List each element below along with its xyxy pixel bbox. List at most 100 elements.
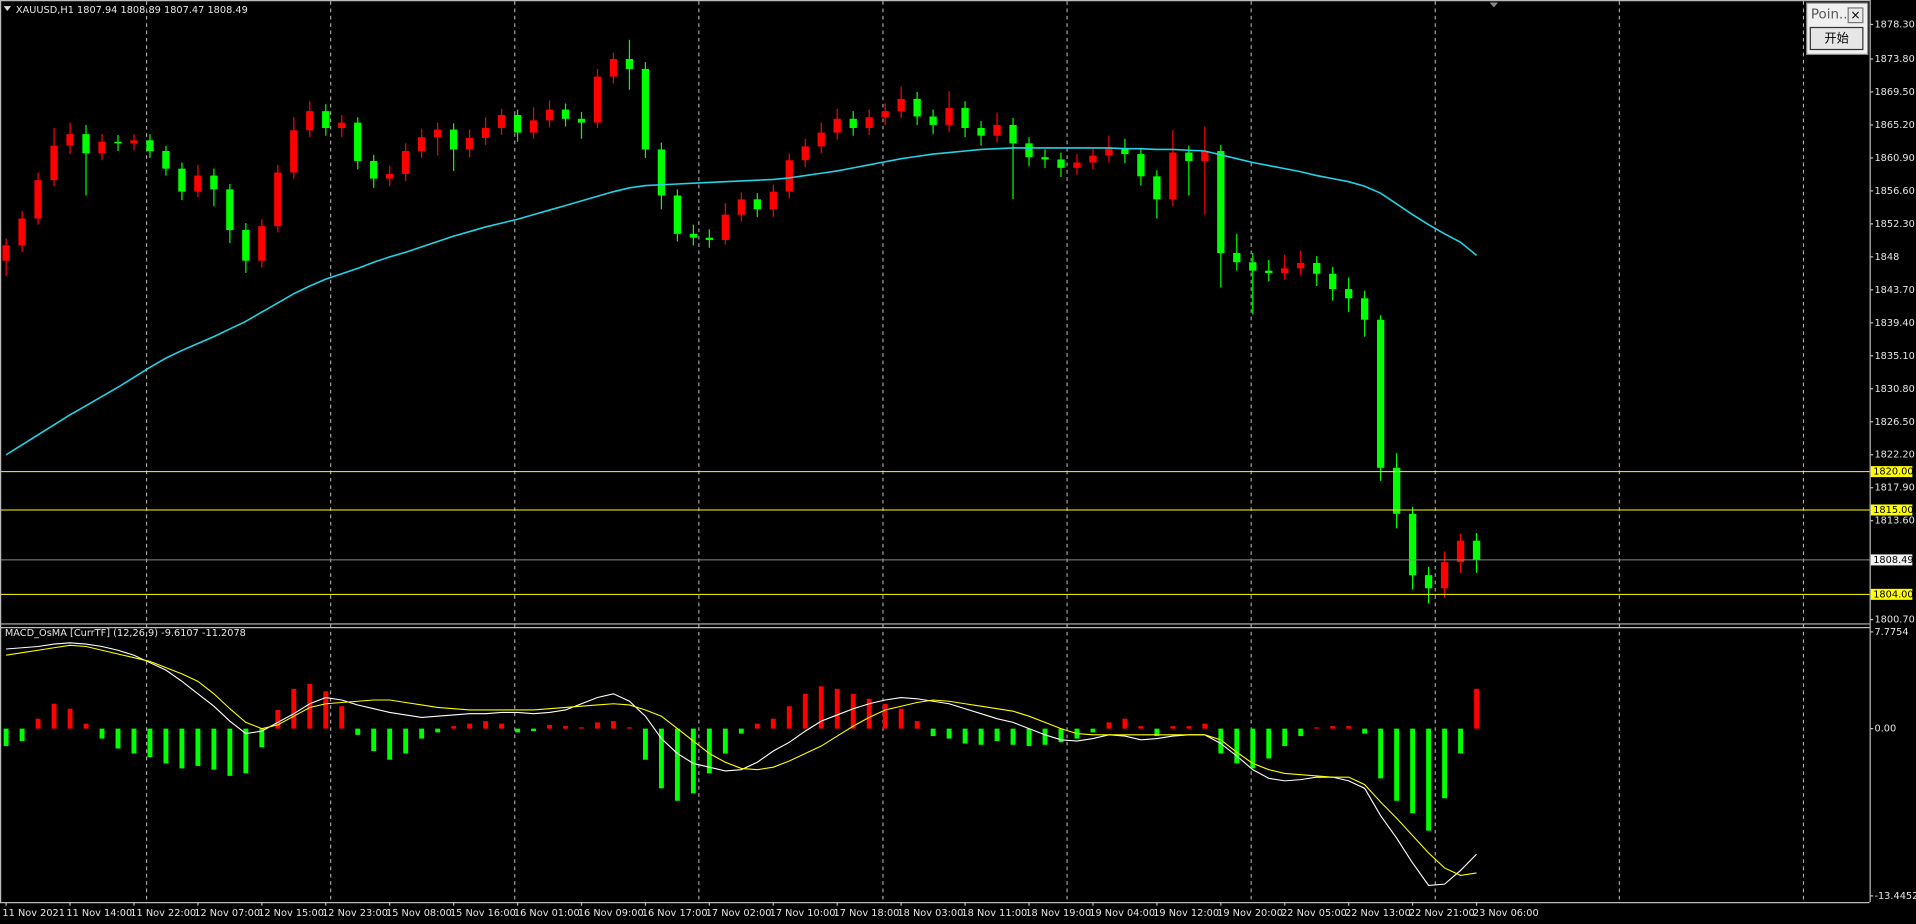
candle-body: [961, 108, 969, 129]
start-button[interactable]: [1809, 26, 1864, 51]
y-tick-label: 1839.40: [1874, 318, 1914, 329]
candle-body: [1392, 467, 1401, 514]
histogram-bar: [1282, 728, 1288, 747]
x-tick-label: 15 Nov 08:00: [386, 908, 452, 919]
histogram-bar: [627, 727, 632, 729]
candle-body: [50, 145, 58, 181]
x-tick-label: 16 Nov 01:00: [514, 908, 580, 919]
histogram-bar: [1362, 728, 1368, 734]
candle-body: [1201, 151, 1209, 161]
histogram-bar: [738, 728, 744, 734]
histogram-bar: [499, 723, 505, 729]
candle-body: [1345, 289, 1353, 299]
histogram-bar: [1234, 728, 1240, 764]
candle-body: [1185, 152, 1193, 161]
histogram-bar: [1346, 726, 1352, 729]
candle-body: [338, 122, 346, 129]
candle-body: [306, 111, 314, 131]
y-tick-label: 1848: [1874, 252, 1899, 263]
histogram-bar: [866, 698, 872, 729]
bid-label: 1808.49: [1873, 555, 1913, 566]
histogram-bar: [1010, 728, 1016, 745]
candle-body: [1408, 513, 1417, 576]
histogram-bar: [227, 728, 233, 776]
x-tick-label: 12 Nov 23:00: [322, 908, 388, 919]
candle-body: [1281, 268, 1289, 273]
y-tick-label: 1873.80: [1874, 54, 1914, 65]
title-arrow: [3, 6, 11, 11]
indicator-line: [6, 644, 1477, 876]
candle-body: [258, 226, 266, 261]
histogram-bar: [754, 723, 760, 729]
bid-label-box: [1870, 554, 1913, 566]
candle-body: [1105, 147, 1113, 156]
histogram-bar: [211, 728, 217, 770]
candle-body: [769, 191, 777, 210]
x-tick-label: 22 Nov 05:00: [1281, 908, 1347, 919]
candle-body: [18, 218, 26, 246]
candle-body: [66, 134, 74, 146]
histogram-bar: [722, 728, 728, 754]
histogram-bar: [1218, 728, 1224, 754]
histogram-bar: [243, 728, 249, 774]
moving-average: [5, 147, 1478, 456]
window-title: Poin...: [1811, 8, 1852, 23]
candle-body: [1313, 262, 1321, 274]
histogram-bar: [1106, 722, 1112, 729]
candle-body: [114, 141, 122, 144]
histogram-bar: [1090, 728, 1096, 733]
candle-body: [753, 199, 761, 210]
candle-body: [98, 141, 106, 154]
histogram-bar: [770, 718, 776, 729]
histogram-bar: [131, 728, 137, 754]
candle-body: [1456, 540, 1465, 563]
histogram-bar: [483, 721, 489, 729]
start-button-label[interactable]: 开始: [1824, 32, 1848, 46]
histogram-bar: [547, 724, 552, 729]
y-tick-label: 1852.30: [1874, 219, 1914, 230]
candle-body: [1057, 159, 1065, 168]
histogram-bar: [1378, 728, 1384, 779]
x-tick-label: 12 Nov 07:00: [194, 908, 260, 919]
histogram-bar: [579, 727, 584, 729]
candle-body: [945, 108, 953, 125]
indicator-panel: [3, 642, 1479, 886]
level-label: 1804.00: [1873, 589, 1913, 600]
histogram-bar: [674, 728, 680, 801]
y-tick-label: 7.7754: [1874, 627, 1908, 638]
candle-body: [545, 109, 554, 121]
y-tick-label: 1826.50: [1874, 417, 1914, 428]
candle-body: [929, 116, 937, 125]
histogram-bar: [1138, 726, 1144, 729]
x-tick-label: 18 Nov 11:00: [961, 908, 1027, 919]
y-tick-label: 1813.60: [1874, 516, 1914, 527]
candle-body: [625, 58, 634, 69]
y-tick-label: 1800.70: [1874, 615, 1914, 626]
histogram-bar: [834, 688, 840, 729]
candle-body: [721, 214, 730, 240]
histogram-bar: [1266, 728, 1272, 759]
candle-body: [673, 195, 682, 234]
histogram-bar: [962, 728, 968, 744]
candle-body: [322, 111, 330, 129]
candle-body: [561, 109, 570, 119]
close-icon[interactable]: ×: [1850, 8, 1860, 22]
histogram-bar: [1314, 727, 1320, 729]
candle-body: [641, 68, 650, 150]
candle-body: [705, 237, 714, 240]
x-tick-label: 17 Nov 10:00: [770, 908, 836, 919]
histogram-bar: [818, 686, 824, 729]
x-tick-label: 17 Nov 18:00: [834, 908, 900, 919]
histogram-bar: [1458, 728, 1464, 754]
candle-body: [977, 128, 985, 136]
x-tick-label: 18 Nov 19:00: [1025, 908, 1091, 919]
candle-body: [689, 233, 698, 238]
candle-body: [1376, 319, 1385, 468]
candle-body: [274, 172, 282, 227]
indicator-title: MACD_OsMA [CurrTF] (12,26,9) -9.6107 -11…: [5, 628, 246, 639]
candle-body: [993, 124, 1001, 136]
x-tick-label: 23 Nov 06:00: [1473, 908, 1539, 919]
histogram-bar: [898, 708, 904, 729]
close-button[interactable]: [1847, 7, 1864, 24]
